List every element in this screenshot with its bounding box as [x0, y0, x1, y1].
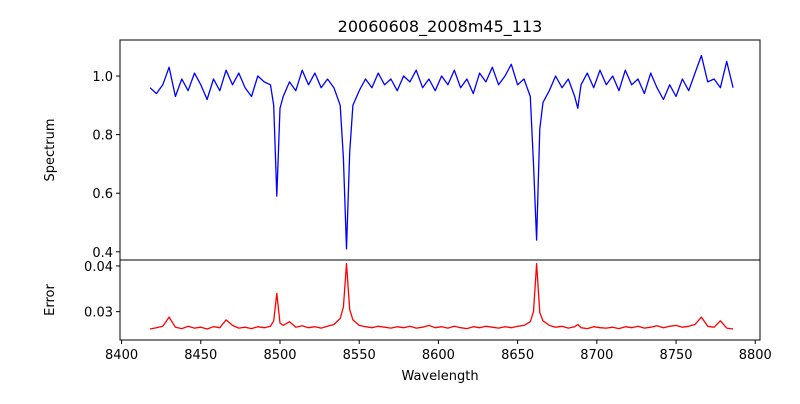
x-axis-label: Wavelength: [401, 369, 478, 384]
spectrum-y-tick-label: 0.8: [92, 129, 113, 144]
error-y-tick-label: 0.03: [84, 306, 113, 321]
x-tick-label: 8650: [501, 348, 534, 363]
error-line: [149, 263, 734, 330]
error-panel: 0.03 0.04 8400 8450 8500 8550 8600 8650 8700 8750…: [84, 259, 772, 363]
y-axis-label-spectrum: Spectrum: [43, 119, 58, 182]
x-tick-label: 8700: [580, 348, 613, 363]
error-axes-frame: [119, 259, 761, 341]
x-tick-label: 8750: [659, 348, 692, 363]
x-tick-label: 8500: [263, 348, 296, 363]
x-tick-label: 8800: [739, 348, 772, 363]
y-axis-label-error: Error: [43, 284, 58, 316]
x-tick-label: 8600: [422, 348, 455, 363]
spectrum-y-tick-label: 0.4: [92, 246, 113, 261]
error-y-tick-label: 0.04: [84, 260, 113, 275]
spectrum-line: [149, 54, 734, 250]
x-tick-label: 8550: [343, 348, 376, 363]
x-tick-label: 8450: [184, 348, 217, 363]
spectrum-y-tick-label: 1.0: [92, 70, 113, 85]
spectrum-y-tick-label: 0.6: [92, 187, 113, 202]
chart-title: 20060608_2008m45_113: [338, 17, 543, 37]
x-tick-label: 8400: [105, 348, 138, 363]
